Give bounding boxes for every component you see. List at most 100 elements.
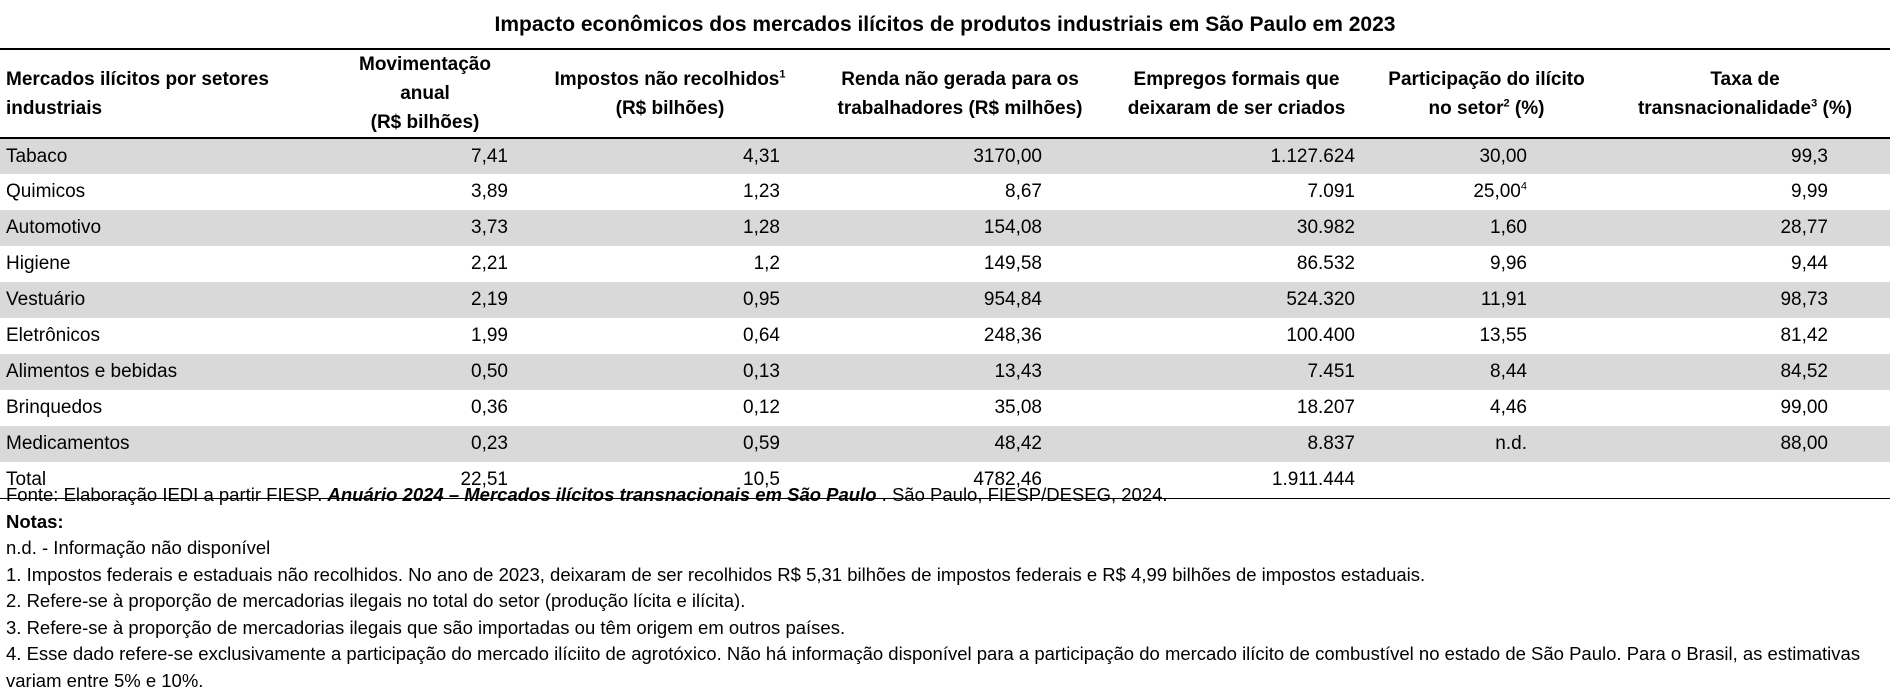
cell-impostos: 1,28: [743, 217, 780, 238]
cell-participacao: n.d.: [1495, 433, 1527, 454]
table-row: Quimicos 3,89 1,23 8,67 7.091 25,004 9,9…: [0, 174, 1890, 210]
cell-participacao: 25,004: [1473, 180, 1527, 202]
cell-renda: 3170,00: [973, 145, 1042, 167]
note-item: n.d. - Informação não disponível: [6, 537, 271, 558]
cell-participacao: 1,60: [1490, 217, 1527, 238]
total-row: Total 22,51 10,5 4782,46 1.911.444: [0, 462, 1890, 498]
cell-participacao: 8,44: [1490, 361, 1527, 382]
cell-sector: Tabaco: [6, 145, 68, 167]
cell-sector: Vestuário: [6, 289, 86, 310]
cell-participacao: 9,96: [1490, 253, 1527, 274]
cell-renda: 248,36: [983, 325, 1042, 346]
cell-movimentacao: 0,36: [471, 397, 508, 418]
cell-empregos: 1.911.444: [1271, 468, 1355, 490]
cell-taxa: 99,3: [1791, 145, 1828, 167]
table-row: Medicamentos 0,23 0,59 48,42 8.837 n.d. …: [0, 426, 1890, 462]
cell-renda: 8,67: [1005, 181, 1042, 202]
cell-empregos: 100.400: [1286, 325, 1355, 346]
cell-empregos: 18.207: [1296, 397, 1355, 418]
table-row: Vestuário 2,19 0,95 954,84 524.320 11,91…: [0, 282, 1890, 318]
footnote-marker: 2: [1503, 97, 1510, 110]
col-header-movimentacao: Movimentação anual (R$ bilhões): [359, 54, 491, 133]
note-item: 3. Refere-se à proporção de mercadorias …: [6, 616, 846, 638]
cell-movimentacao: 1,99: [471, 325, 508, 346]
cell-impostos: 0,12: [743, 397, 780, 418]
cell-impostos: 4,31: [743, 145, 780, 167]
cell-taxa: 88,00: [1780, 433, 1828, 454]
cell-renda: 149,58: [983, 253, 1042, 274]
cell-impostos: 1,2: [753, 253, 780, 274]
cell-empregos: 7.451: [1307, 361, 1355, 382]
cell-movimentacao: 7,41: [471, 145, 508, 167]
table-row: Automotivo 3,73 1,28 154,08 30.982 1,60 …: [0, 210, 1890, 246]
cell-participacao: 13,55: [1479, 325, 1527, 346]
cell-participacao: 11,91: [1480, 289, 1527, 310]
col-header-taxa: Taxa de transnacionalidade3 (%): [1637, 68, 1853, 119]
cell-empregos: 524.320: [1286, 289, 1355, 310]
cell-taxa: 99,00: [1780, 397, 1828, 418]
cell-taxa: 98,73: [1780, 289, 1828, 310]
cell-impostos: 0,95: [743, 289, 780, 310]
table-title: Impacto econômicos dos mercados ilícitos…: [494, 13, 1396, 36]
col-header-empregos: Empregos formais que deixaram de ser cria…: [1127, 68, 1346, 119]
col-header-impostos: Impostos não recolhidos1 (R$ bilhões): [554, 68, 786, 119]
cell-participacao: 30,00: [1479, 145, 1527, 167]
note-item: 4. Esse dado refere-se exclusivamente a …: [6, 643, 1861, 691]
cell-renda: 4782,46: [973, 468, 1042, 490]
cell-sector: Total: [6, 468, 47, 490]
cell-movimentacao: 2,19: [471, 289, 508, 310]
footnote-marker: 1: [779, 68, 786, 81]
cell-movimentacao: 22,51: [460, 468, 508, 490]
cell-movimentacao: 3,73: [471, 217, 508, 238]
cell-sector: Alimentos e bebidas: [6, 361, 178, 382]
note-item: 1. Impostos federais e estaduais não rec…: [6, 563, 1426, 585]
cell-taxa: 9,99: [1791, 181, 1828, 202]
cell-movimentacao: 3,89: [471, 181, 508, 202]
table-row: Higiene 2,21 1,2 149,58 86.532 9,96 9,44: [0, 246, 1890, 282]
cell-impostos: 10,5: [743, 468, 780, 490]
cell-sector: Higiene: [6, 253, 71, 274]
cell-sector: Quimicos: [6, 181, 86, 202]
cell-empregos: 86.532: [1296, 253, 1355, 274]
cell-empregos: 8.837: [1307, 433, 1355, 454]
cell-sector: Brinquedos: [6, 397, 103, 418]
cell-renda: 954,84: [983, 289, 1042, 310]
cell-taxa: 81,42: [1780, 325, 1828, 346]
cell-sector: Automotivo: [6, 217, 102, 238]
cell-sector: Medicamentos: [6, 433, 130, 454]
cell-empregos: 30.982: [1296, 217, 1355, 238]
cell-empregos: 1.127.624: [1270, 145, 1355, 167]
table-row: Eletrônicos 1,99 0,64 248,36 100.400 13,…: [0, 318, 1890, 354]
cell-impostos: 1,23: [743, 181, 780, 202]
notes-heading: Notas:: [6, 510, 64, 532]
table-row: Tabaco 7,41 4,31 3170,00 1.127.624 30,00…: [0, 138, 1890, 174]
header-row: Mercados ilícitos por setores industriais…: [0, 49, 1890, 138]
cell-renda: 48,42: [994, 433, 1042, 454]
cell-empregos: 7.091: [1307, 181, 1355, 202]
footnote-marker: 4: [1520, 180, 1527, 193]
cell-taxa: 84,52: [1780, 361, 1828, 382]
cell-movimentacao: 2,21: [471, 253, 508, 274]
cell-movimentacao: 0,23: [471, 433, 508, 454]
cell-participacao: 4,46: [1490, 397, 1527, 418]
cell-renda: 154,08: [983, 217, 1042, 238]
source-line: Fonte: Elaboração IEDI a partir FIESP. A…: [6, 484, 1168, 505]
cell-taxa: 28,77: [1780, 217, 1828, 238]
col-header-participacao: Participação do ilícito no setor2 (%): [1388, 68, 1585, 119]
cell-taxa: 9,44: [1791, 253, 1828, 274]
source-title: Anuário 2024 – Mercados ilícitos transna…: [327, 484, 877, 505]
data-table: Mercados ilícitos por setores industriais…: [0, 48, 1890, 499]
note-item: 2. Refere-se à proporção de mercadorias …: [6, 590, 746, 611]
col-header-renda: Renda não gerada para os trabalhadores (R…: [837, 68, 1083, 119]
cell-renda: 13,43: [994, 361, 1042, 382]
table-row: Brinquedos 0,36 0,12 35,08 18.207 4,46 9…: [0, 390, 1890, 426]
footnotes: Fonte: Elaboração IEDI a partir FIESP. A…: [6, 482, 1886, 694]
cell-movimentacao: 0,50: [471, 361, 508, 382]
cell-sector: Eletrônicos: [6, 325, 100, 346]
col-header-sector: Mercados ilícitos por setores industriais: [6, 68, 269, 119]
cell-impostos: 0,13: [743, 361, 780, 382]
table-row: Alimentos e bebidas 0,50 0,13 13,43 7.45…: [0, 354, 1890, 390]
cell-impostos: 0,59: [743, 433, 780, 454]
footnote-marker: 3: [1811, 97, 1818, 110]
cell-impostos: 0,64: [743, 325, 780, 346]
